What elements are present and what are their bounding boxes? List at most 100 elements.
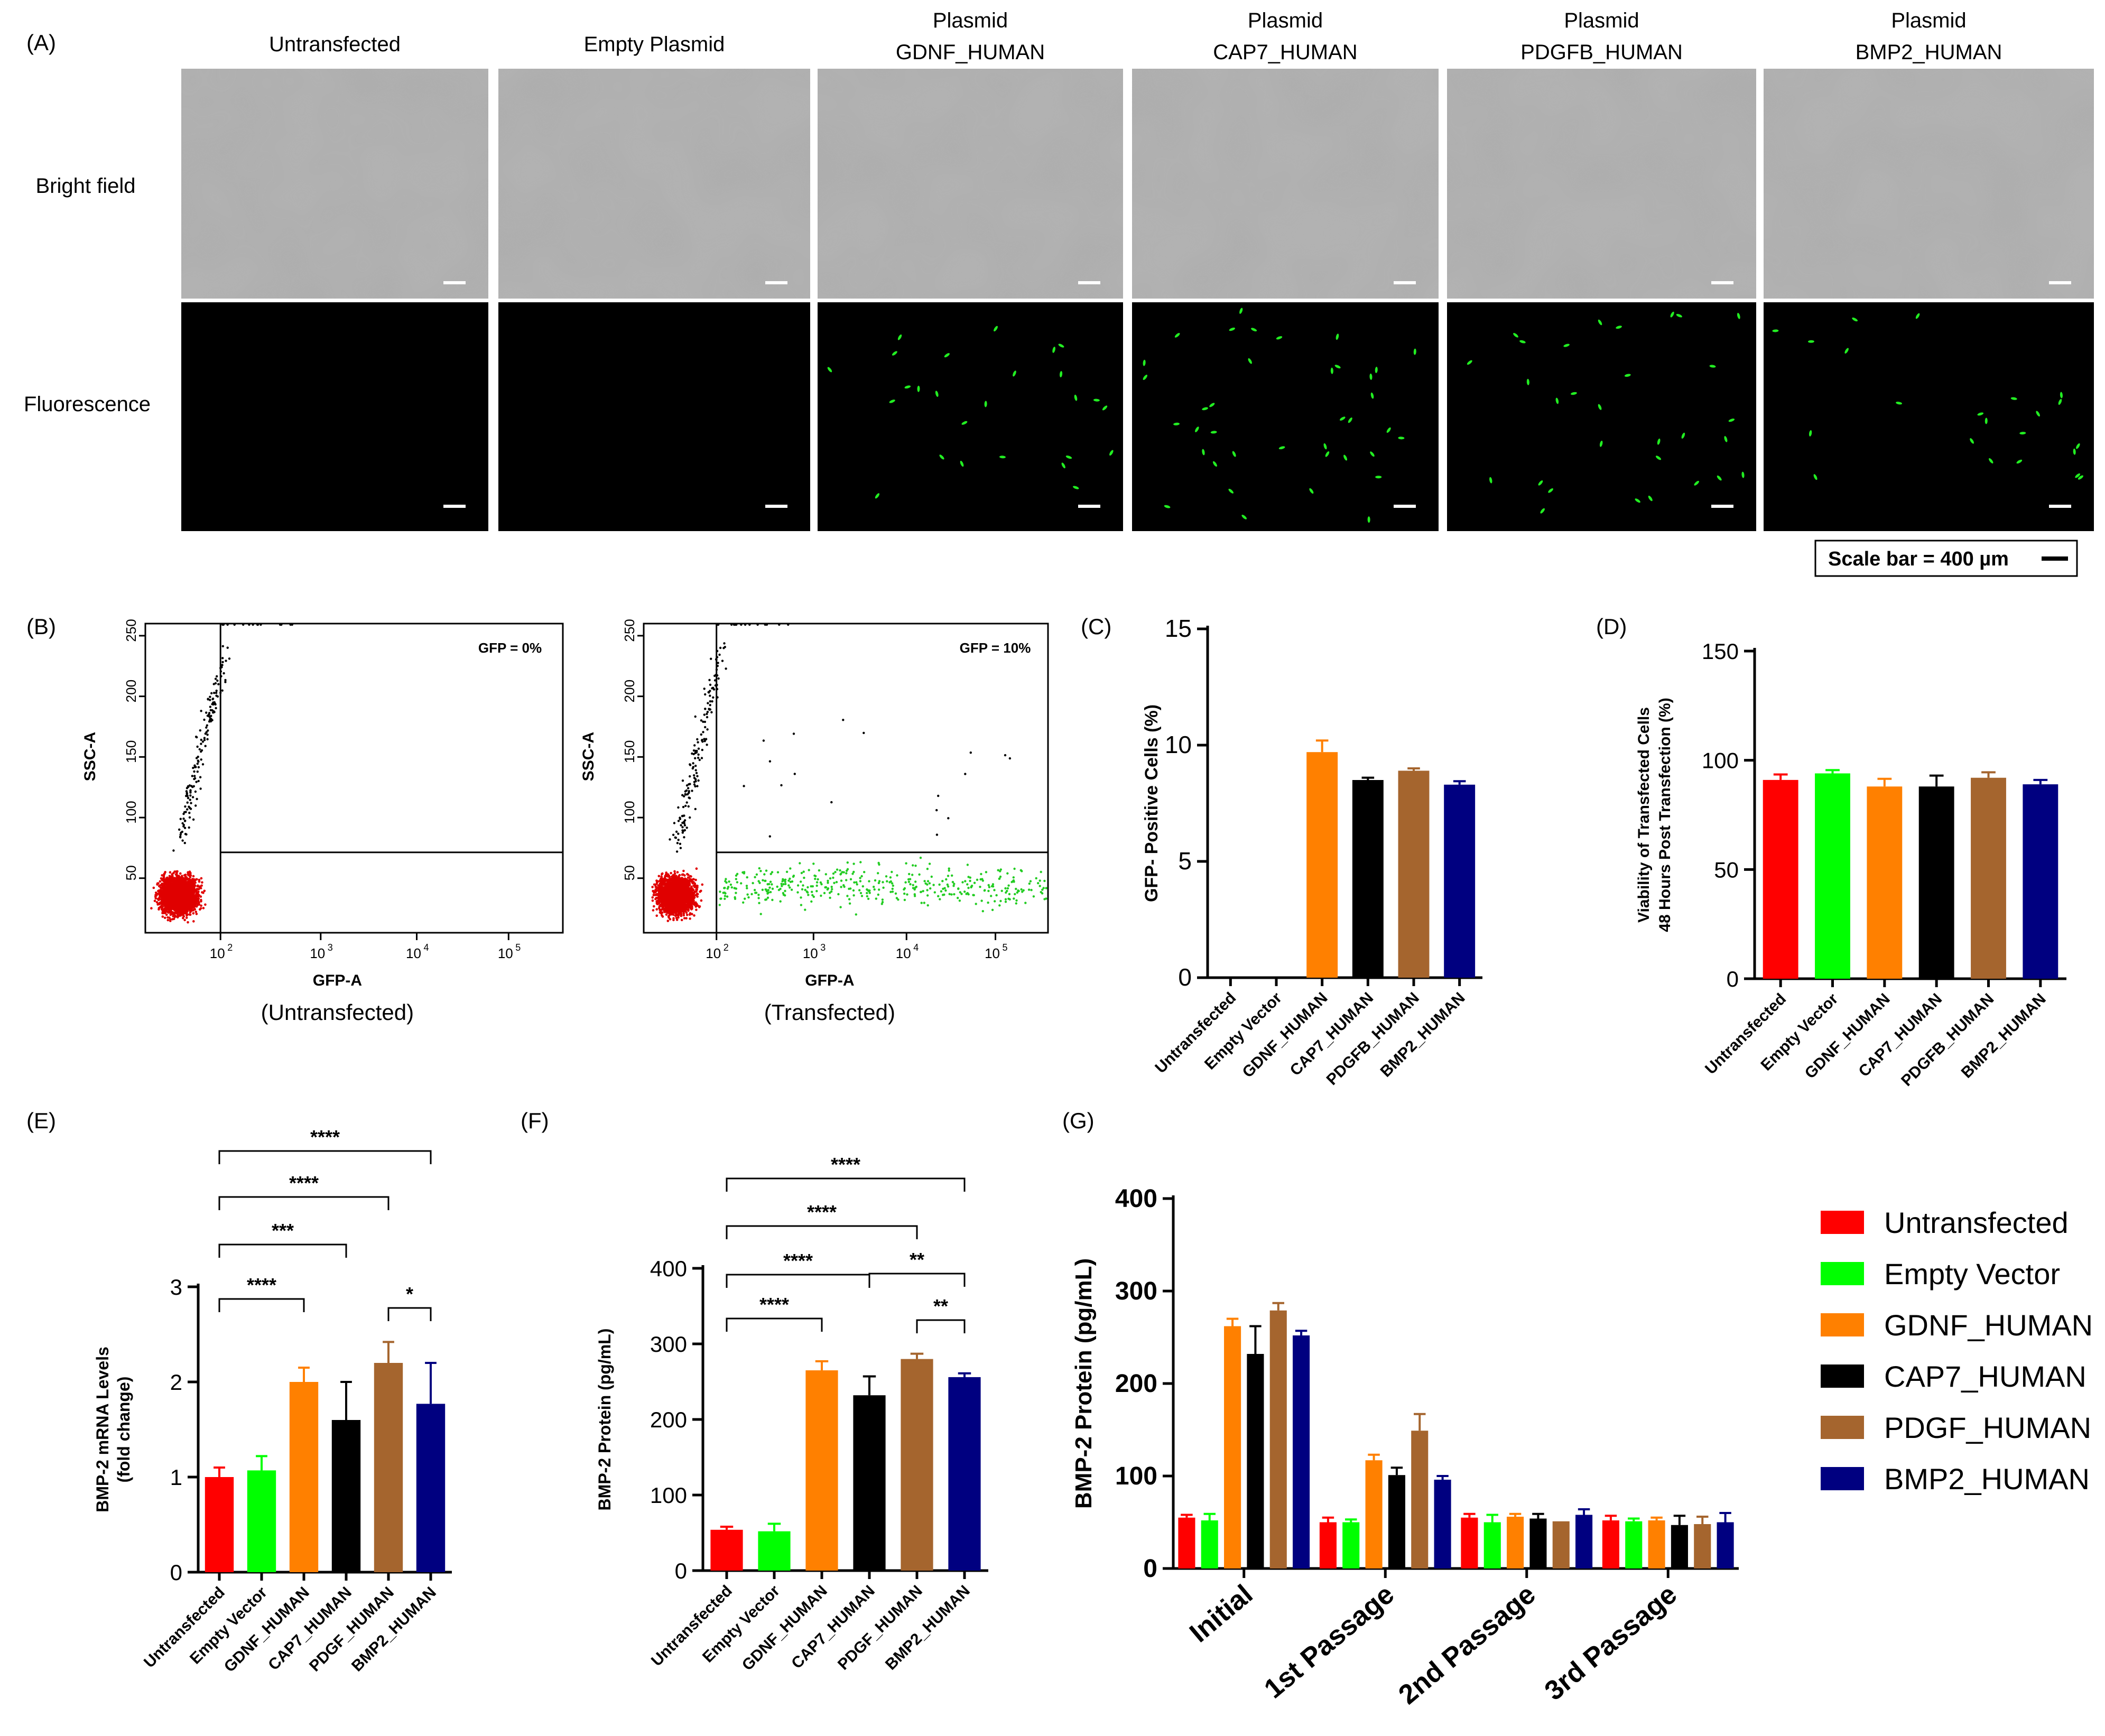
flow-event-negative [693, 914, 696, 917]
gfp-cell [1563, 344, 1570, 347]
flow-event-negative [687, 876, 690, 879]
flow-event-high-ssc [221, 657, 224, 660]
flow-event-negative [162, 875, 165, 877]
flow-event-negative [666, 873, 670, 876]
gfp-cell [1538, 480, 1543, 486]
flow-event-negative [687, 909, 690, 912]
gfp-cell [1599, 440, 1603, 447]
flow-event-negative [193, 905, 197, 908]
gfp-cell [994, 326, 998, 332]
flow-event-negative [174, 895, 177, 897]
flow-event-high-ssc [208, 712, 211, 714]
flow-event-negative [199, 907, 202, 910]
flow-event-high-ssc [209, 709, 212, 712]
flow-event-negative [181, 887, 184, 890]
bright-field-image [1132, 69, 1439, 299]
gfp-cell [1728, 419, 1735, 422]
flow-event-negative [656, 880, 660, 883]
gfp-cell [1202, 449, 1205, 456]
flow-event-high-ssc [196, 797, 198, 801]
row-label-fluorescence: Fluorescence [24, 393, 151, 416]
flow-event-high-ssc [214, 677, 217, 680]
flow-event-negative [689, 912, 692, 915]
gfp-cell [1970, 438, 1974, 444]
column-header-line1: Plasmid [1248, 9, 1323, 32]
flow-event-high-ssc [213, 692, 216, 694]
flow-event-high-ssc [182, 818, 185, 820]
flow-plot-frame [144, 623, 564, 934]
flow-event-negative [693, 882, 697, 885]
flow-event-negative [665, 913, 668, 916]
flow-event-negative [661, 872, 664, 875]
flow-event-negative [655, 897, 657, 899]
flow-event-negative [190, 904, 193, 906]
flow-event-negative [171, 875, 174, 878]
panel-label-f: (F) [521, 1108, 549, 1133]
flow-event-negative [187, 881, 190, 884]
gfp-cell [1276, 336, 1283, 340]
scale-bar-mark [765, 281, 787, 284]
flow-event-high-ssc [184, 805, 187, 808]
flow-event-high-ssc [221, 689, 224, 692]
gfp-cell [1807, 340, 1814, 343]
flow-event-negative [160, 901, 162, 904]
flow-event-edge [222, 623, 225, 626]
flow-event-edge [280, 623, 283, 626]
gfp-cell [2075, 473, 2081, 478]
flow-event-negative [166, 916, 169, 919]
flow-event-negative [198, 901, 200, 904]
gfp-cell [1809, 430, 1812, 437]
gfp-cell [1624, 374, 1631, 377]
gfp-cell [1709, 365, 1716, 368]
flow-event-high-ssc [181, 839, 184, 842]
flow-event-high-ssc [226, 646, 229, 649]
flow-event-negative [163, 878, 166, 881]
flow-event-negative [182, 915, 186, 918]
gfp-cell [1330, 367, 1333, 374]
flow-event-negative [169, 909, 172, 912]
scale-bar-mark [1078, 505, 1100, 508]
flow-event-high-ssc [200, 742, 202, 745]
flow-event-negative [157, 898, 160, 901]
flow-event-high-ssc [224, 679, 227, 682]
flow-event-high-ssc [199, 787, 202, 790]
flow-event-negative [172, 888, 175, 891]
flow-event-negative [672, 917, 675, 920]
flow-event-high-ssc [199, 729, 201, 732]
gfp-cell [1741, 471, 1745, 478]
flow-event-negative [176, 906, 179, 908]
gfp-cell [1061, 462, 1065, 469]
flow-event-negative [685, 913, 689, 916]
gfp-cell [1896, 402, 1902, 405]
flow-event-negative [203, 889, 206, 893]
bright-field-image [181, 69, 488, 299]
flow-event-negative [682, 869, 685, 872]
flow-event-high-ssc [191, 796, 194, 799]
gfp-cell [961, 421, 968, 425]
flow-event-negative [153, 899, 156, 902]
gfp-cell [1309, 488, 1314, 494]
flow-event-negative [180, 912, 183, 915]
flow-event-negative [190, 892, 193, 894]
flow-event-high-ssc [186, 808, 189, 811]
flow-event-high-ssc [182, 812, 185, 815]
scale-bar-mark [1078, 281, 1100, 284]
flow-event-negative [176, 916, 179, 918]
flow-event-high-ssc [192, 818, 195, 821]
x-tick-label: 10 [498, 945, 513, 961]
y-tick-label: 50 [123, 865, 139, 880]
flow-event-negative [178, 881, 180, 884]
gfp-cell [1489, 477, 1492, 484]
flow-event-high-ssc [215, 694, 218, 697]
gfp-cell [897, 334, 902, 340]
flow-event-negative [189, 874, 191, 876]
flow-event-negative [184, 885, 188, 888]
flow-event-high-ssc [183, 842, 186, 844]
gfp-cell [1174, 333, 1180, 338]
flow-event-high-ssc [199, 776, 202, 778]
gfp-cell [1737, 313, 1740, 319]
flow-event-high-ssc [191, 785, 194, 788]
bright-field-image [1447, 69, 1756, 299]
flow-event-negative [178, 875, 180, 878]
